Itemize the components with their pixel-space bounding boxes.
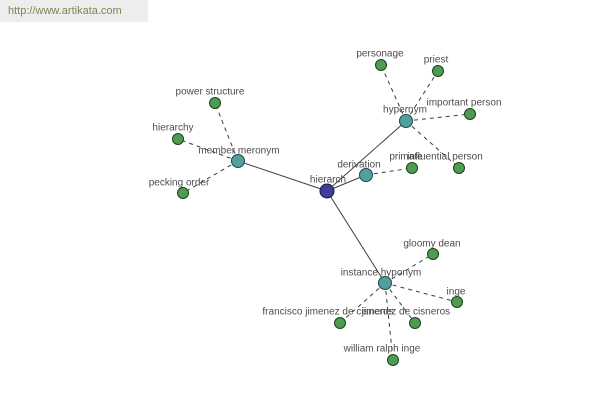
graph-node-primate[interactable] [406,162,418,174]
graph-edge-member-meronym--power-structure [214,102,239,162]
graph-edge-hypernym--influential-person [405,120,460,169]
graph-edge-hierarch--hypernym [326,120,407,192]
graph-edge-instance-hyponym--william-ralph-inge [384,282,394,361]
graph-node-member-meronym[interactable] [231,154,245,168]
graph-nodes-layer [172,59,476,366]
graph-node-priest[interactable] [432,65,444,77]
graph-node-label-member-meronym: member meronym [198,146,279,157]
graph-node-derivation[interactable] [359,168,373,182]
graph-edge-member-meronym--pecking-order [182,160,239,194]
graph-node-label-influential-person: influential person [407,152,483,163]
graph-node-gloomy-dean[interactable] [427,248,439,260]
status-bar-url-text: http://www.artikata.com [8,5,122,17]
graph-edge-instance-hyponym--gloomy-dean [384,253,434,284]
graph-node-label-power-structure: power structure [176,87,245,98]
graph-node-label-important-person: important person [426,98,501,109]
graph-edge-instance-hyponym--francisco-jimenez-de-cisneros [339,282,386,324]
graph-node-label-primate: primate [389,152,423,163]
graph-node-pecking-order[interactable] [177,187,189,199]
graph-edge-hypernym--personage [380,64,407,122]
graph-labels-layer: hierarch member meronym hypernym derivation… [149,49,502,355]
graph-node-william-ralph-inge[interactable] [387,354,399,366]
graph-node-label-hypernym: hypernym [383,105,427,116]
graph-edge-hypernym--important-person [405,113,471,122]
graph-node-hierarchy[interactable] [172,133,184,145]
graph-node-francisco-jimenez-de-cisneros[interactable] [334,317,346,329]
status-bar-url: http://www.artikata.com [0,0,148,22]
graph-node-jimenez-de-cisneros[interactable] [409,317,421,329]
graph-node-hypernym[interactable] [399,114,413,128]
graph-node-instance-hyponym[interactable] [378,276,392,290]
graph-node-label-jimenez-de-cisneros: jimenez de cisneros [361,307,450,318]
graph-node-inge[interactable] [451,296,463,308]
graph-node-power-structure[interactable] [209,97,221,109]
graph-node-label-instance-hyponym: instance hyponym [341,268,422,279]
graph-edge-instance-hyponym--jimenez-de-cisneros [384,282,416,324]
graph-node-label-hierarch: hierarch [310,175,346,186]
graph-node-label-personage: personage [356,49,404,60]
graph-node-personage[interactable] [375,59,387,71]
graph-node-label-pecking-order: pecking order [149,178,210,189]
graph-edge-hierarch--member-meronym [237,160,328,192]
graph-node-label-francisco-jimenez-de-cisneros: francisco jimenez de cisneros [262,307,393,318]
graph-node-hierarch[interactable] [319,183,335,199]
graph-node-label-william-ralph-inge: william ralph inge [343,344,421,355]
graph-node-label-priest: priest [424,55,449,66]
graph-edge-hypernym--priest [405,70,439,122]
graph-node-label-hierarchy: hierarchy [152,123,193,134]
graph-edges-layer [177,64,471,361]
graph-edge-member-meronym--hierarchy [177,138,239,162]
graph-node-label-derivation: derivation [337,160,380,171]
graph-node-label-gloomy-dean: gloomy dean [403,239,460,250]
graph-node-influential-person[interactable] [453,162,465,174]
graph-node-label-inge: inge [447,287,466,298]
graph-node-important-person[interactable] [464,108,476,120]
graph-edge-hierarch--instance-hyponym [326,190,386,284]
